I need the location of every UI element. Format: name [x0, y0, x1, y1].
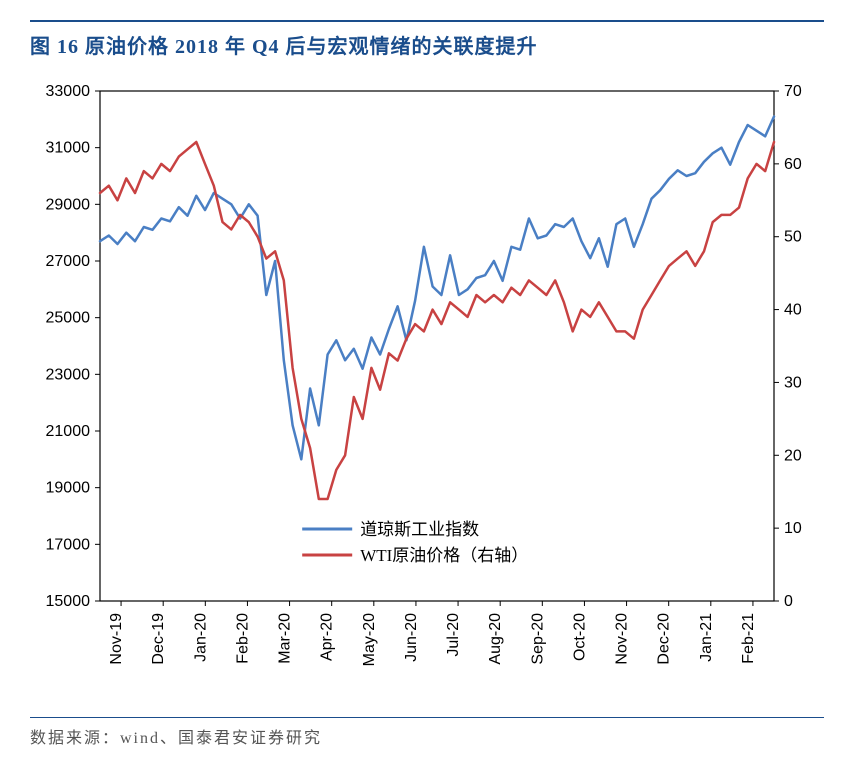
- svg-text:Feb-21: Feb-21: [740, 613, 757, 664]
- svg-text:29000: 29000: [46, 196, 91, 213]
- svg-text:33000: 33000: [46, 83, 91, 100]
- line-chart: 15000 17000 19000 21000 23000 25000 27000 29000…: [30, 71, 824, 711]
- svg-text:20: 20: [784, 447, 802, 464]
- svg-text:Sep-20: Sep-20: [529, 613, 546, 665]
- svg-text:21000: 21000: [46, 423, 91, 440]
- chart-area: 15000 17000 19000 21000 23000 25000 27000 29000…: [30, 71, 824, 711]
- svg-text:Jun-20: Jun-20: [403, 613, 420, 662]
- svg-text:19000: 19000: [46, 480, 91, 497]
- svg-text:WTI原油价格（右轴）: WTI原油价格（右轴）: [360, 546, 528, 565]
- svg-text:60: 60: [784, 156, 802, 173]
- svg-text:Jul-20: Jul-20: [445, 613, 462, 657]
- source-bar: 数据来源：wind、国泰君安证券研究: [30, 717, 824, 748]
- svg-text:Dec-19: Dec-19: [150, 613, 167, 665]
- svg-text:Aug-20: Aug-20: [487, 613, 504, 665]
- svg-text:10: 10: [784, 520, 802, 537]
- svg-text:31000: 31000: [46, 140, 91, 157]
- svg-text:40: 40: [784, 302, 802, 319]
- svg-text:23000: 23000: [46, 366, 91, 383]
- svg-text:道琼斯工业指数: 道琼斯工业指数: [360, 520, 479, 539]
- svg-text:70: 70: [784, 83, 802, 100]
- svg-text:Apr-20: Apr-20: [319, 613, 336, 661]
- svg-text:Jan-21: Jan-21: [698, 613, 715, 662]
- svg-text:27000: 27000: [46, 253, 91, 270]
- svg-text:30: 30: [784, 374, 802, 391]
- svg-text:17000: 17000: [46, 536, 91, 553]
- svg-text:Nov-20: Nov-20: [614, 613, 631, 665]
- svg-text:Jan-20: Jan-20: [192, 613, 209, 662]
- title-bar: 图 16 原油价格 2018 年 Q4 后与宏观情绪的关联度提升: [30, 20, 824, 59]
- svg-text:Oct-20: Oct-20: [571, 613, 588, 661]
- source-text: 数据来源：wind、国泰君安证券研究: [30, 724, 824, 748]
- svg-text:Dec-20: Dec-20: [656, 613, 673, 665]
- chart-title: 图 16 原油价格 2018 年 Q4 后与宏观情绪的关联度提升: [30, 30, 824, 59]
- svg-text:50: 50: [784, 229, 802, 246]
- svg-text:Nov-19: Nov-19: [108, 613, 125, 665]
- svg-text:15000: 15000: [46, 593, 91, 610]
- svg-text:25000: 25000: [46, 310, 91, 327]
- svg-text:0: 0: [784, 593, 793, 610]
- svg-text:Feb-20: Feb-20: [234, 613, 251, 664]
- svg-text:Mar-20: Mar-20: [277, 613, 294, 664]
- svg-text:May-20: May-20: [361, 613, 378, 666]
